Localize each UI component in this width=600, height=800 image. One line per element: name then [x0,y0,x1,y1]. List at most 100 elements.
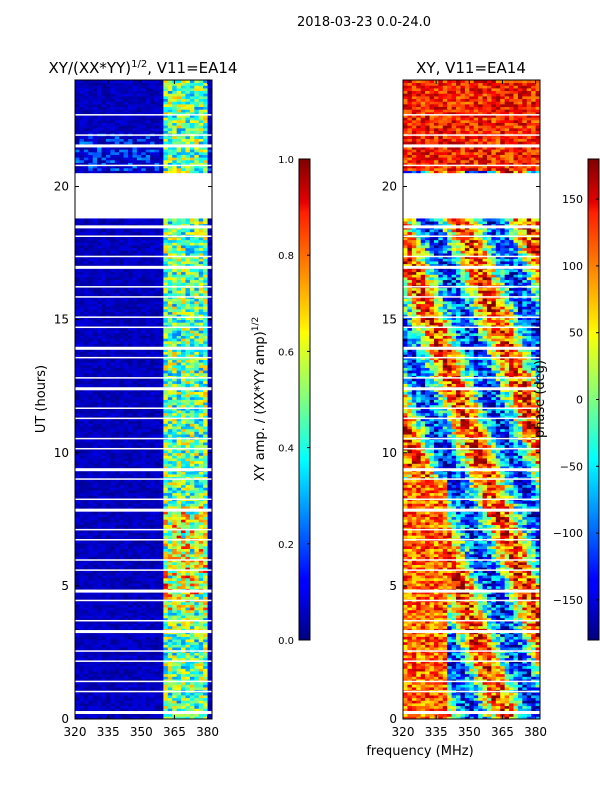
amplitude-cell [176,370,182,374]
amplitude-cell [88,343,94,347]
amplitude-cell [194,713,200,717]
amplitude-cell [163,474,169,478]
amplitude-cell [198,567,204,571]
amplitude-cell [167,410,173,414]
amplitude-cell [172,532,178,536]
amplitude-cell [128,319,133,323]
amplitude-cell [123,482,129,486]
amplitude-cell [158,415,164,419]
amplitude-cell [136,399,142,403]
amplitude-cell [189,490,195,494]
amplitude-cell [189,444,195,448]
amplitude-cell [167,364,173,368]
amplitude-cell [97,663,102,667]
amplitude-cell [101,617,107,621]
amplitude-cell [172,660,178,664]
amplitude-cell [83,695,89,699]
amplitude-cell [185,521,191,526]
amplitude-cell [123,418,129,422]
amplitude-cell [163,540,169,544]
amplitude-cell [207,303,213,307]
amplitude-cell [167,676,173,680]
amplitude-cell [119,513,125,518]
amplitude-cell [88,474,94,478]
amplitude-cell [79,428,85,432]
amplitude-cell [163,716,169,720]
amplitude-cell [119,479,125,483]
amplitude-cell [145,311,151,315]
amplitude-cell [154,362,160,366]
amplitude-cell [189,681,195,685]
amplitude-cell [185,503,191,507]
amplitude-cell [207,439,213,443]
amplitude-cell [203,492,208,496]
amplitude-cell [123,455,129,459]
amplitude-cell [119,364,125,368]
amplitude-cell [132,378,138,382]
amplitude-cell [172,290,178,294]
amplitude-cell [172,370,178,374]
amplitude-cell [123,367,129,371]
amplitude-cell [207,628,213,632]
amplitude-cell [181,354,186,358]
amplitude-cell [75,370,80,374]
amplitude-cell [141,623,147,627]
amplitude-cell [119,665,125,669]
amplitude-cell [172,367,178,371]
amplitude-cell [194,681,200,685]
amplitude-cell [176,569,182,573]
amplitude-cell [198,466,204,470]
amplitude-cell [176,311,182,315]
amplitude-cell [189,692,195,696]
amplitude-cell [141,580,147,584]
amplitude-cell [176,679,182,683]
amplitude-cell [150,482,155,486]
amplitude-cell [114,487,120,491]
amplitude-cell [79,354,85,358]
amplitude-cell [176,609,182,613]
amplitude-cell [132,399,138,403]
amplitude-cell [194,644,200,648]
amplitude-cell [163,668,169,672]
amplitude-cell [194,604,200,608]
amplitude-cell [75,663,80,667]
amplitude-cell [167,330,173,334]
amplitude-cell [119,484,125,488]
amplitude-cell [136,471,142,475]
amplitude-cell [101,495,107,499]
amplitude-cell [128,479,133,483]
amplitude-cell [203,548,208,552]
amplitude-cell [154,394,160,398]
amplitude-cell [185,519,191,523]
amplitude-cell [101,450,107,454]
amplitude-cell [141,471,147,475]
amplitude-cell [141,644,147,648]
amplitude-cell [88,687,94,691]
amplitude-cell [158,394,164,398]
amplitude-cell [145,511,151,515]
amplitude-cell [123,583,129,587]
amplitude-cell [119,388,125,392]
amplitude-cell [189,607,195,611]
amplitude-cell [75,601,80,605]
amplitude-cell [114,338,120,342]
amplitude-cell [101,695,107,699]
amplitude-cell [194,354,200,358]
amplitude-cell [101,458,107,462]
amplitude-cell [176,439,182,443]
amplitude-cell [141,716,147,720]
amplitude-cell [88,527,94,531]
amplitude-cell [79,338,85,342]
amplitude-cell [128,679,133,683]
amplitude-cell [92,532,98,536]
amplitude-cell [207,700,213,704]
amplitude-cell [83,673,89,677]
amplitude-cell [189,593,195,597]
amplitude-cell [163,476,169,480]
amplitude-cell [203,487,208,491]
amplitude-cell [132,516,138,520]
amplitude-cell [75,652,80,656]
amplitude-cell [88,383,94,387]
amplitude-cell [132,375,138,379]
amplitude-cell [198,545,204,549]
